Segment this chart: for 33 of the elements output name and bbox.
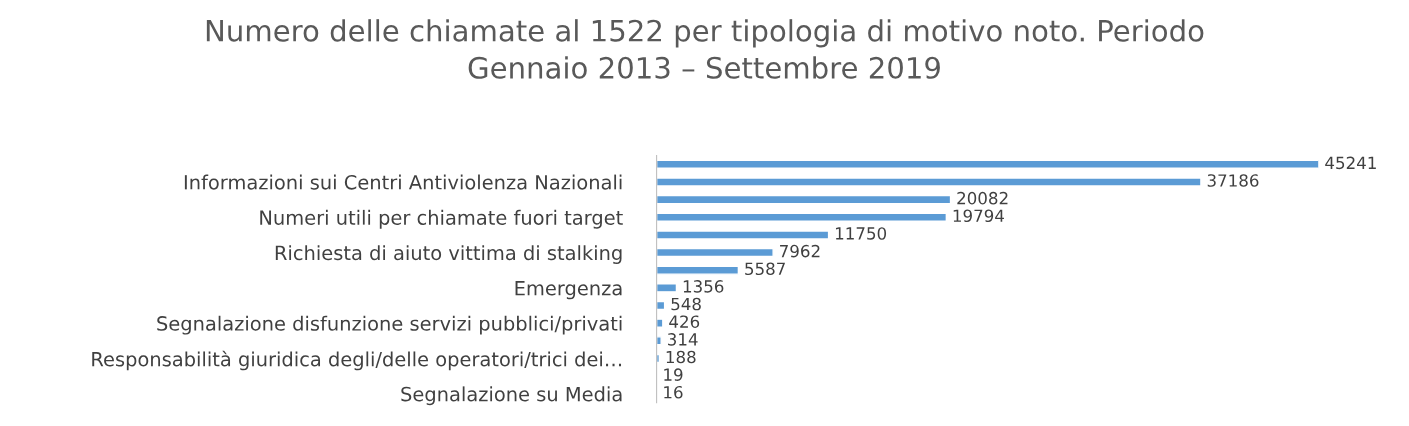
bar — [656, 247, 774, 258]
bar — [656, 318, 664, 328]
bar — [656, 265, 740, 275]
y-tick-label: Informazioni sui Centri Antiviolenza Nazionali — [184, 174, 622, 190]
bar — [656, 159, 1319, 169]
data-label: 426 — [669, 315, 700, 328]
y-tick-label: Numeri utili per chiamate fuori target — [260, 209, 623, 229]
bar — [656, 212, 948, 222]
data-label: 20082 — [957, 191, 1008, 205]
bar — [656, 230, 830, 240]
y-tick-label: Responsabilità giuridica degli/delle operatori/trici dei… — [92, 350, 622, 371]
bar — [656, 300, 666, 311]
y-tick-label: Richiesta di aiuto vittima di stalking — [275, 245, 622, 264]
bar — [656, 177, 1202, 187]
data-label: 16 — [664, 385, 683, 399]
data-label: 11750 — [835, 227, 887, 240]
data-label: 1356 — [683, 280, 724, 293]
data-label: 188 — [666, 350, 696, 364]
data-label: 37186 — [1207, 174, 1259, 187]
data-label: 45241 — [1325, 156, 1376, 170]
chart-title: Numero delle chiamate al 1522 per tipologia di motivo noto. Periodo Gennaio 2013 – Settembre 2019 — [206, 19, 1204, 79]
data-label: 7962 — [780, 244, 820, 258]
data-label: 19794 — [953, 209, 1004, 223]
y-tick-label: Emergenza — [515, 281, 622, 300]
bar — [656, 336, 662, 346]
data-label: 5587 — [745, 262, 785, 276]
bar — [656, 283, 678, 293]
data-label: 548 — [671, 297, 701, 311]
y-tick-label: Segnalazione su Media — [401, 386, 622, 406]
y-tick-label: Segnalazione disfunzione servizi pubblici/privati — [157, 315, 622, 335]
bar — [656, 194, 952, 205]
data-label: 314 — [668, 333, 698, 346]
data-label: 19 — [664, 368, 683, 381]
